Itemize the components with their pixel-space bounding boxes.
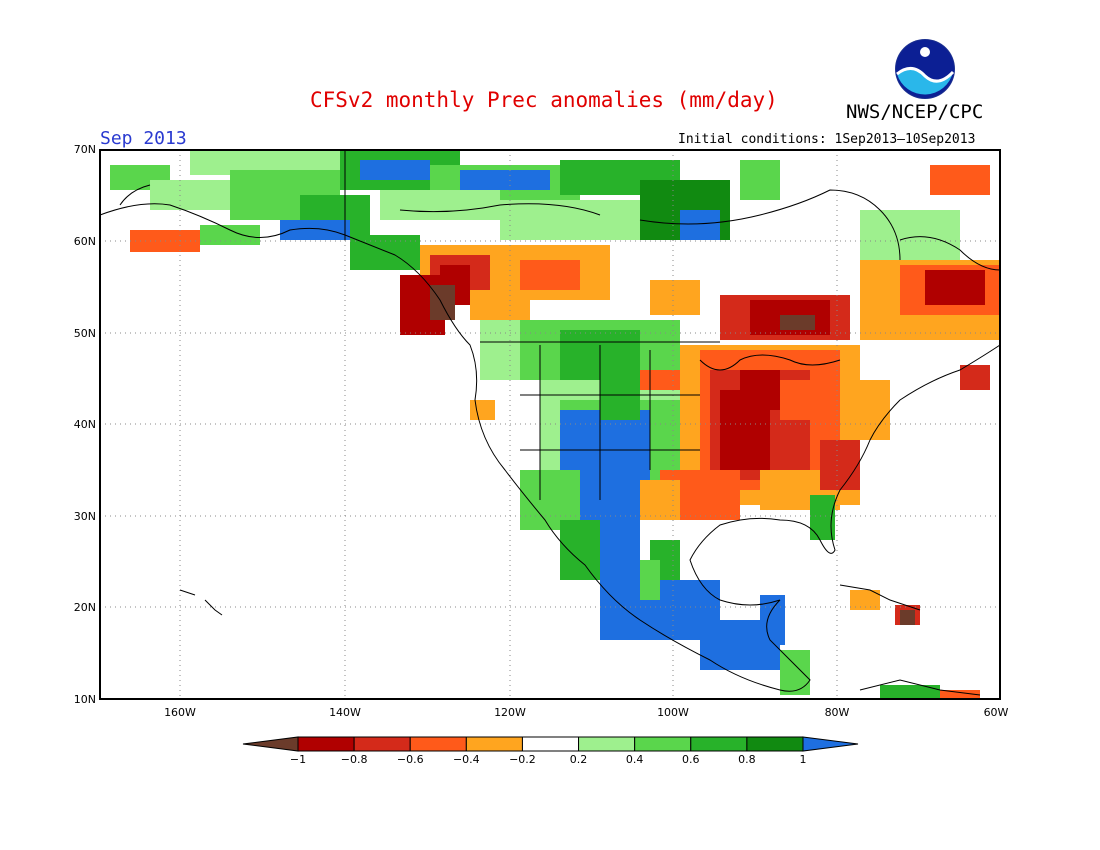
colorbar-label: −0.6: [396, 753, 424, 766]
colorbar-high-arrow: [802, 736, 859, 752]
colorbar-swatch: [634, 736, 692, 752]
initial-conditions: Initial conditions: 1Sep2013–10Sep2013: [678, 132, 976, 147]
colorbar-swatch: [521, 736, 580, 752]
coastlines: [99, 150, 1001, 696]
lon-label-160w: 160W: [164, 706, 196, 719]
colorbar-low-arrow: [242, 736, 299, 752]
colorbar-label: −0.8: [340, 753, 368, 766]
lat-label-30: 30N: [73, 510, 96, 523]
agency-label: NWS/NCEP/CPC: [846, 101, 984, 123]
colorbar-label: 1: [799, 753, 807, 766]
colorbar-swatch: [409, 736, 467, 752]
colorbar-label: −0.2: [509, 753, 536, 766]
lon-label-60w: 60W: [983, 706, 1009, 719]
lat-label-60: 60N: [73, 235, 96, 248]
colorbar-swatch: [353, 736, 411, 752]
lon-label-80w: 80W: [824, 706, 850, 719]
colorbar-label: 0.8: [738, 753, 756, 766]
lat-label-50: 50N: [73, 327, 96, 340]
noaa-logo-icon: [895, 39, 955, 99]
colorbar-swatch: [690, 736, 748, 752]
lat-label-40: 40N: [73, 418, 96, 431]
colorbar-label: −1: [289, 753, 307, 766]
lat-label-70: 70N: [73, 143, 96, 156]
colorbar-swatch: [578, 736, 636, 752]
colorbar-label: 0.4: [625, 753, 644, 766]
lat-label-20: 20N: [73, 601, 96, 614]
colorbar-swatch: [465, 736, 523, 752]
colorbar-swatch: [746, 736, 804, 752]
map-title: CFSv2 monthly Prec anomalies (mm/day): [310, 88, 778, 112]
month-label: Sep 2013: [100, 128, 187, 149]
lon-label-140w: 140W: [329, 706, 361, 719]
lon-label-100w: 100W: [657, 706, 689, 719]
colorbar-swatch: [297, 736, 355, 752]
lat-label-10: 10N: [73, 693, 96, 706]
colorbar-label: 0.2: [569, 753, 588, 766]
colorbar-label: 0.6: [682, 753, 700, 766]
colorbar: [242, 736, 859, 752]
map-frame: [99, 149, 1001, 700]
colorbar-label: −0.4: [452, 753, 480, 766]
graticule: [100, 150, 1000, 699]
lon-label-120w: 120W: [494, 706, 526, 719]
